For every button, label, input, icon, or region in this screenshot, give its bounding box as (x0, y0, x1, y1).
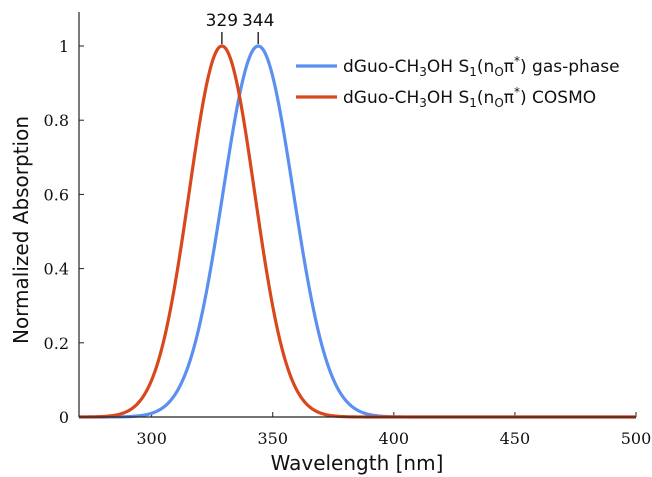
y-tick-label: 1 (59, 37, 69, 56)
x-tick-label: 450 (500, 429, 531, 448)
y-tick-label: 0.2 (44, 334, 69, 353)
y-axis-title: Normalized Absorption (9, 116, 33, 344)
legend: dGuo-CH3OH S1(nOπ*) gas-phase dGuo-CH3OH … (296, 54, 620, 110)
x-tick-label: 300 (136, 429, 167, 448)
label-layer: Wavelength [nm] Normalized Absorption 32… (9, 11, 443, 475)
x-tick-label: 350 (257, 429, 288, 448)
ticks-layer: 300 350 400 450 500 0 0.2 0.4 0.6 0.8 1 (44, 37, 652, 448)
y-tick-label: 0 (59, 408, 69, 427)
axes-layer (78, 12, 636, 418)
legend-label-gas: dGuo-CH3OH S1(nOπ*) gas-phase (343, 54, 620, 79)
y-tick-label: 0.8 (44, 111, 69, 130)
x-tick-label: 400 (379, 429, 410, 448)
peak-label: 329 (206, 11, 238, 31)
x-tick-label: 500 (621, 429, 652, 448)
peak-label: 344 (242, 11, 274, 31)
y-tick-label: 0.4 (44, 260, 69, 279)
y-tick-label: 0.6 (44, 185, 69, 204)
x-axis-title: Wavelength [nm] (271, 451, 444, 475)
legend-label-cosmo: dGuo-CH3OH S1(nOπ*) COSMO (343, 85, 596, 110)
